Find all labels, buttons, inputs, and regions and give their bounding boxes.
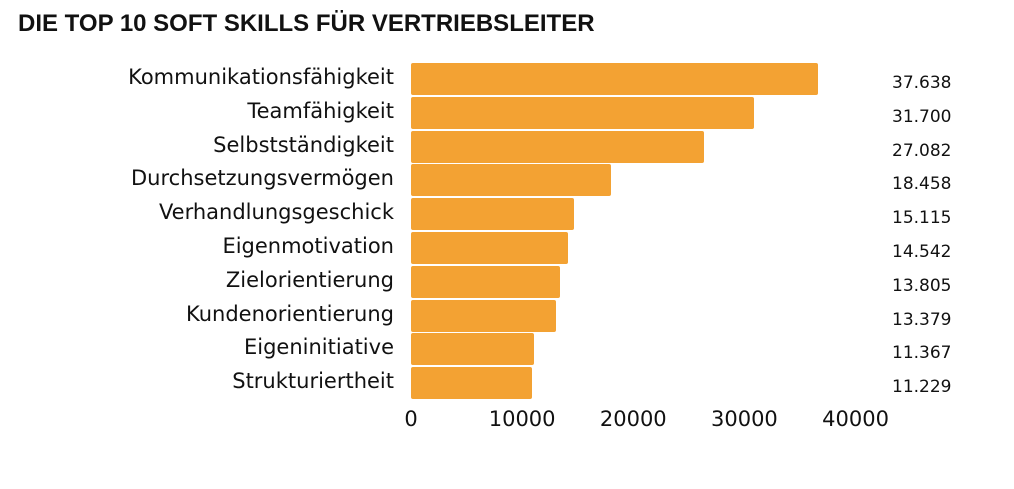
x-tick-label: 10000 xyxy=(488,407,556,431)
value-label: 11.367 xyxy=(892,343,952,364)
value-label: 13.805 xyxy=(892,275,952,296)
bar xyxy=(411,367,533,400)
category-label: Verhandlungsgeschick xyxy=(158,200,394,225)
bar xyxy=(411,130,704,163)
value-label: 31.700 xyxy=(892,106,952,127)
bar-row: Kommunikationsfähigkeit 37.638 xyxy=(0,62,1014,96)
bar-row: Teamfähigkeit 31.700 xyxy=(0,96,1014,130)
bar-row: Zielorientierung 13.805 xyxy=(0,265,1014,299)
bar-row: Durchsetzungsvermögen 18.458 xyxy=(0,163,1014,197)
bar xyxy=(411,265,561,298)
category-label: Eigeninitiative xyxy=(244,335,394,360)
value-label: 15.115 xyxy=(892,208,952,229)
bar xyxy=(411,232,569,264)
bar xyxy=(411,198,575,231)
value-label: 14.542 xyxy=(892,242,952,262)
category-label: Kundenorientierung xyxy=(185,301,394,326)
chart-title: DIE TOP 10 SOFT SKILLS FÜR VERTRIEBSLEIT… xyxy=(18,10,595,37)
bar-row: Eigenmotivation 14.542 xyxy=(0,231,1014,265)
x-tick-label: 30000 xyxy=(710,407,778,431)
value-label: 13.379 xyxy=(892,309,952,330)
category-label: Strukturiertheit xyxy=(232,369,394,394)
value-label: 18.458 xyxy=(892,174,952,195)
bar xyxy=(411,333,534,366)
category-label: Selbstständigkeit xyxy=(213,132,394,157)
category-label: Eigenmotivation xyxy=(222,234,394,258)
bar xyxy=(411,63,818,95)
category-label: Teamfähigkeit xyxy=(247,98,394,123)
value-label: 11.229 xyxy=(892,377,952,398)
bar-row: Verhandlungsgeschick 15.115 xyxy=(0,197,1014,231)
category-label: Durchsetzungsvermögen xyxy=(131,166,394,191)
x-tick-label: 0 xyxy=(404,407,418,431)
bar-row: Strukturiertheit 11.229 xyxy=(0,366,1014,400)
x-tick-label: 20000 xyxy=(599,407,667,431)
bar xyxy=(411,164,611,197)
category-label: Zielorientierung xyxy=(225,267,394,292)
bar-row: Eigeninitiative 11.367 xyxy=(0,332,1014,366)
bar xyxy=(411,299,556,332)
value-label: 37.638 xyxy=(892,73,952,93)
category-label: Kommunikationsfähigkeit xyxy=(128,65,394,89)
value-label: 27.082 xyxy=(892,140,952,161)
bar-row: Selbstständigkeit 27.082 xyxy=(0,130,1014,164)
bar xyxy=(411,96,754,129)
bar-row: Kundenorientierung 13.379 xyxy=(0,299,1014,333)
x-tick-label: 40000 xyxy=(822,407,889,431)
